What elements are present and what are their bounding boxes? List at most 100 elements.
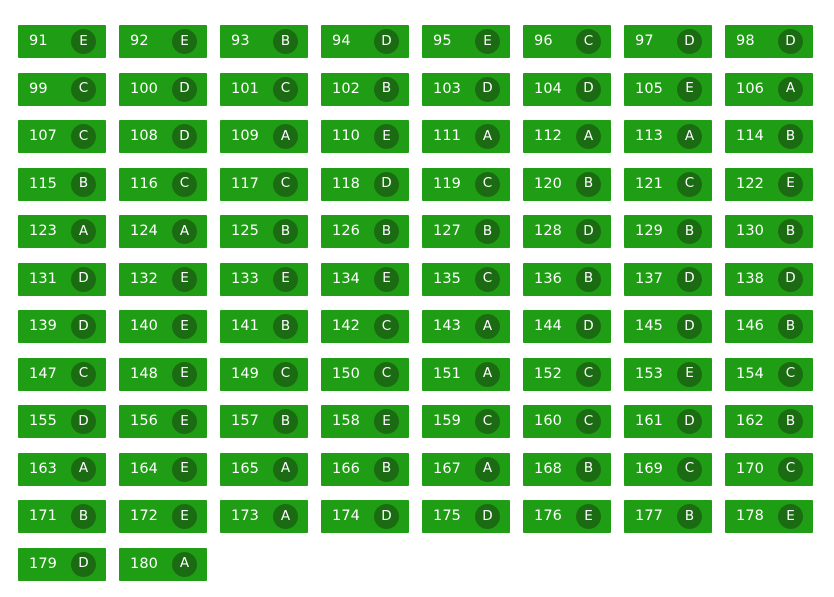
answer-card[interactable]: 94 D	[321, 25, 409, 58]
answer-card[interactable]: 124 A	[119, 215, 207, 248]
answer-card[interactable]: 106 A	[725, 72, 813, 106]
answer-card[interactable]: 123 A	[18, 215, 106, 248]
answer-card[interactable]: 112 A	[523, 120, 611, 153]
answer-card[interactable]: 144 D	[523, 310, 611, 343]
answer-card[interactable]: 105 E	[624, 72, 712, 106]
answer-card[interactable]: 153 E	[624, 357, 712, 391]
answer-card[interactable]: 104 D	[523, 72, 611, 106]
answer-card[interactable]: 156 E	[119, 405, 207, 438]
answer-card[interactable]: 143 A	[422, 310, 510, 343]
answer-card[interactable]: 165 A	[220, 452, 308, 486]
answer-card[interactable]: 140 E	[119, 310, 207, 343]
answer-card[interactable]: 177 B	[624, 500, 712, 533]
answer-badge: A	[475, 456, 500, 482]
answer-card[interactable]: 154 C	[725, 357, 813, 391]
answer-card[interactable]: 148 E	[119, 357, 207, 391]
answer-card[interactable]: 118 D	[321, 167, 409, 201]
answer-card[interactable]: 179 D	[18, 547, 106, 581]
answer-card[interactable]: 161 D	[624, 405, 712, 438]
answer-card[interactable]: 102 B	[321, 72, 409, 106]
answer-card[interactable]: 136 B	[523, 262, 611, 296]
answer-card[interactable]: 129 B	[624, 215, 712, 248]
answer-card[interactable]: 91 E	[18, 25, 106, 58]
answer-card[interactable]: 98 D	[725, 25, 813, 58]
answer-card[interactable]: 159 C	[422, 405, 510, 438]
answer-card[interactable]: 120 B	[523, 167, 611, 201]
answer-card[interactable]: 111 A	[422, 120, 510, 153]
answer-card[interactable]: 160 C	[523, 405, 611, 438]
answer-card[interactable]: 176 E	[523, 500, 611, 533]
answer-card[interactable]: 93 B	[220, 25, 308, 58]
answer-card[interactable]: 108 D	[119, 120, 207, 153]
answer-card[interactable]: 100 D	[119, 72, 207, 106]
answer-card[interactable]: 116 C	[119, 167, 207, 201]
answer-card[interactable]: 117 C	[220, 167, 308, 201]
answer-card[interactable]: 110 E	[321, 120, 409, 153]
answer-badge: C	[71, 124, 96, 149]
answer-card[interactable]: 173 A	[220, 500, 308, 533]
answer-card[interactable]: 152 C	[523, 357, 611, 391]
answer-card[interactable]: 113 A	[624, 120, 712, 153]
answer-badge: E	[677, 361, 702, 387]
answer-card[interactable]: 162 B	[725, 405, 813, 438]
question-number: 160	[534, 413, 562, 429]
answer-card[interactable]: 96 C	[523, 25, 611, 58]
answer-card[interactable]: 157 B	[220, 405, 308, 438]
answer-card[interactable]: 126 B	[321, 215, 409, 248]
question-number: 125	[231, 223, 259, 239]
answer-card[interactable]: 95 E	[422, 25, 510, 58]
answer-card[interactable]: 170 C	[725, 452, 813, 486]
answer-card[interactable]: 138 D	[725, 262, 813, 296]
answer-card[interactable]: 122 E	[725, 167, 813, 201]
answer-card[interactable]: 178 E	[725, 500, 813, 533]
answer-card[interactable]: 169 C	[624, 452, 712, 486]
answer-card[interactable]: 145 D	[624, 310, 712, 343]
answer-card[interactable]: 92 E	[119, 25, 207, 58]
answer-card[interactable]: 128 D	[523, 215, 611, 248]
answer-card[interactable]: 172 E	[119, 500, 207, 533]
answer-card[interactable]: 151 A	[422, 357, 510, 391]
answer-card[interactable]: 175 D	[422, 500, 510, 533]
answer-card[interactable]: 97 D	[624, 25, 712, 58]
answer-card[interactable]: 101 C	[220, 72, 308, 106]
answer-card[interactable]: 109 A	[220, 120, 308, 153]
question-number: 140	[130, 318, 158, 334]
answer-card[interactable]: 174 D	[321, 500, 409, 533]
answer-card[interactable]: 103 D	[422, 72, 510, 106]
answer-card[interactable]: 130 B	[725, 215, 813, 248]
answer-card[interactable]: 142 C	[321, 310, 409, 343]
answer-card[interactable]: 119 C	[422, 167, 510, 201]
answer-card[interactable]: 150 C	[321, 357, 409, 391]
answer-card[interactable]: 107 C	[18, 120, 106, 153]
answer-card[interactable]: 127 B	[422, 215, 510, 248]
answer-card[interactable]: 141 B	[220, 310, 308, 343]
answer-card[interactable]: 147 C	[18, 357, 106, 391]
answer-card[interactable]: 164 E	[119, 452, 207, 486]
answer-card[interactable]: 135 C	[422, 262, 510, 296]
answer-card[interactable]: 131 D	[18, 262, 106, 296]
answer-badge: C	[374, 314, 399, 339]
answer-card[interactable]: 146 B	[725, 310, 813, 343]
answer-card[interactable]: 163 A	[18, 452, 106, 486]
answer-card[interactable]: 114 B	[725, 120, 813, 153]
answer-card[interactable]: 132 E	[119, 262, 207, 296]
answer-card[interactable]: 167 A	[422, 452, 510, 486]
answer-card[interactable]: 158 E	[321, 405, 409, 438]
answer-card[interactable]: 133 E	[220, 262, 308, 296]
answer-badge: C	[677, 456, 702, 482]
answer-card[interactable]: 125 B	[220, 215, 308, 248]
answer-card[interactable]: 171 B	[18, 500, 106, 533]
answer-card[interactable]: 134 E	[321, 262, 409, 296]
answer-card[interactable]: 137 D	[624, 262, 712, 296]
answer-card[interactable]: 168 B	[523, 452, 611, 486]
answer-badge: B	[374, 219, 399, 244]
question-number: 136	[534, 270, 562, 287]
answer-card[interactable]: 115 B	[18, 167, 106, 201]
answer-card[interactable]: 166 B	[321, 452, 409, 486]
answer-card[interactable]: 99 C	[18, 72, 106, 106]
answer-card[interactable]: 121 C	[624, 167, 712, 201]
answer-card[interactable]: 149 C	[220, 357, 308, 391]
answer-card[interactable]: 155 D	[18, 405, 106, 438]
answer-card[interactable]: 180 A	[119, 547, 207, 581]
answer-card[interactable]: 139 D	[18, 310, 106, 343]
